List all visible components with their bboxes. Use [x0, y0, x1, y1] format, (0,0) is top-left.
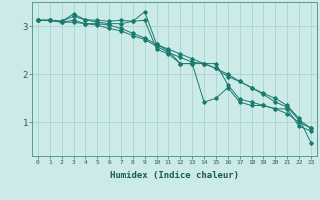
X-axis label: Humidex (Indice chaleur): Humidex (Indice chaleur) [110, 171, 239, 180]
